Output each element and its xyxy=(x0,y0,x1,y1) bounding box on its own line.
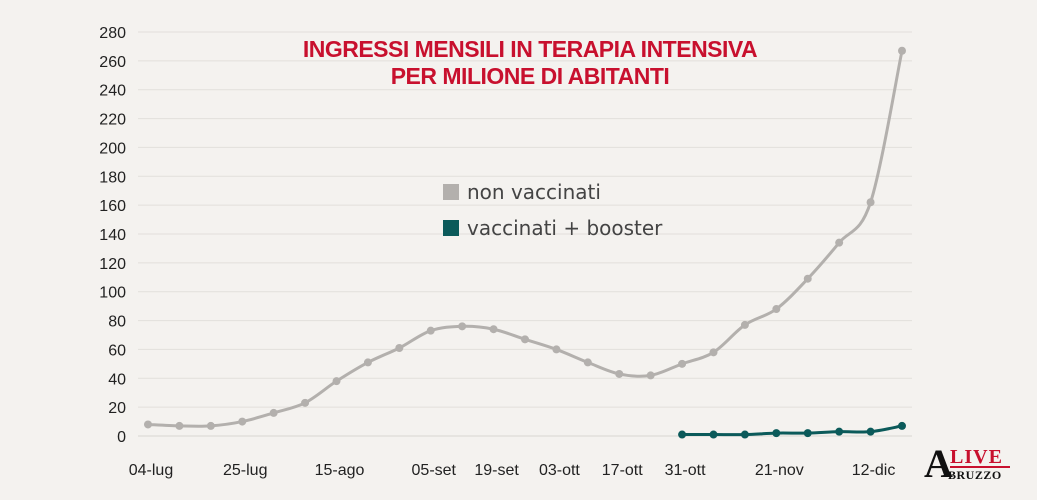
data-point-non-vaccinati xyxy=(175,421,184,430)
chart-subtitle: PER MILIONE DI ABITANTI xyxy=(390,63,670,89)
data-point-vaccinati-booster xyxy=(678,430,687,439)
data-point-non-vaccinati xyxy=(552,345,561,354)
data-point-non-vaccinati xyxy=(646,371,655,380)
data-point-vaccinati-booster xyxy=(898,421,906,430)
data-point-vaccinati-booster xyxy=(803,429,812,438)
data-point-vaccinati-booster xyxy=(772,429,781,438)
legend-item-non-vaccinati: non vaccinati xyxy=(443,180,601,204)
y-tick-label: 100 xyxy=(99,285,126,302)
y-tick-label: 160 xyxy=(99,198,126,215)
data-point-non-vaccinati xyxy=(206,421,215,430)
data-point-vaccinati-booster xyxy=(740,430,749,439)
data-point-non-vaccinati xyxy=(301,398,310,407)
data-point-non-vaccinati xyxy=(489,325,498,334)
legend-label-non-vaccinati: non vaccinati xyxy=(467,180,601,204)
data-point-non-vaccinati xyxy=(709,348,718,357)
x-tick-label: 21-nov xyxy=(755,462,804,479)
y-tick-label: 140 xyxy=(99,227,126,244)
y-tick-label: 80 xyxy=(108,314,126,331)
data-point-non-vaccinati xyxy=(238,417,247,426)
x-tick-label: 04-lug xyxy=(129,462,173,479)
y-tick-label: 280 xyxy=(99,25,126,42)
data-point-non-vaccinati xyxy=(615,369,624,378)
data-point-non-vaccinati xyxy=(426,326,435,335)
data-point-non-vaccinati xyxy=(803,274,812,283)
data-point-non-vaccinati xyxy=(363,358,372,367)
x-tick-label: 19-set xyxy=(474,462,519,479)
data-point-non-vaccinati xyxy=(835,238,844,247)
y-tick-label: 200 xyxy=(99,140,126,157)
data-point-non-vaccinati xyxy=(583,358,592,367)
legend-item-vaccinati-booster: vaccinati + booster xyxy=(443,216,662,240)
data-point-non-vaccinati xyxy=(458,322,467,331)
legend-label-vaccinati-booster: vaccinati + booster xyxy=(467,216,663,240)
data-point-non-vaccinati xyxy=(678,359,687,368)
data-point-non-vaccinati xyxy=(866,198,875,207)
x-tick-label: 25-lug xyxy=(223,462,267,479)
data-point-non-vaccinati xyxy=(269,408,278,417)
y-tick-label: 40 xyxy=(108,371,126,388)
y-tick-label: 60 xyxy=(108,342,126,359)
y-tick-label: 220 xyxy=(99,112,126,129)
y-tick-label: 0 xyxy=(117,429,126,446)
x-tick-label: 17-ott xyxy=(602,462,643,479)
data-point-non-vaccinati xyxy=(332,377,341,386)
data-point-vaccinati-booster xyxy=(866,427,875,436)
y-tick-label: 120 xyxy=(99,256,126,273)
data-point-vaccinati-booster xyxy=(835,427,844,436)
legend-swatch-non-vaccinati xyxy=(443,184,459,200)
x-tick-label: 15-ago xyxy=(315,462,365,479)
data-point-non-vaccinati xyxy=(395,343,404,352)
x-tick-label: 31-ott xyxy=(665,462,706,479)
x-tick-label: 12-dic xyxy=(852,462,896,479)
y-tick-label: 180 xyxy=(99,169,126,186)
y-tick-label: 20 xyxy=(108,400,126,417)
alive-abruzzo-logo: A LIVE BRUZZO xyxy=(922,441,1014,488)
data-point-non-vaccinati xyxy=(772,305,781,314)
y-tick-label: 260 xyxy=(99,54,126,71)
data-point-non-vaccinati xyxy=(740,320,749,329)
data-point-non-vaccinati xyxy=(144,420,152,429)
legend-swatch-vaccinati-booster xyxy=(443,220,459,236)
x-tick-label: 03-ott xyxy=(539,462,580,479)
chart-title: INGRESSI MENSILI IN TERAPIA INTENSIVA xyxy=(302,36,758,62)
y-tick-label: 240 xyxy=(99,83,126,100)
data-point-vaccinati-booster xyxy=(709,430,718,439)
x-tick-label: 05-set xyxy=(412,462,457,479)
data-point-non-vaccinati xyxy=(521,335,529,344)
data-point-non-vaccinati xyxy=(898,46,906,55)
